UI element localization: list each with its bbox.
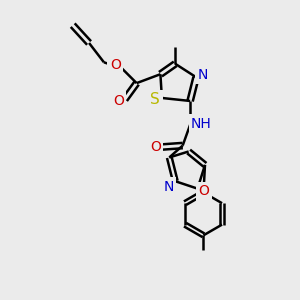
Text: S: S <box>151 92 160 107</box>
Text: N: N <box>197 68 208 82</box>
Text: O: O <box>199 184 209 198</box>
Text: N: N <box>164 180 174 194</box>
Text: NH: NH <box>191 117 212 131</box>
Text: O: O <box>150 140 161 154</box>
Text: O: O <box>110 58 121 72</box>
Text: O: O <box>113 94 124 108</box>
